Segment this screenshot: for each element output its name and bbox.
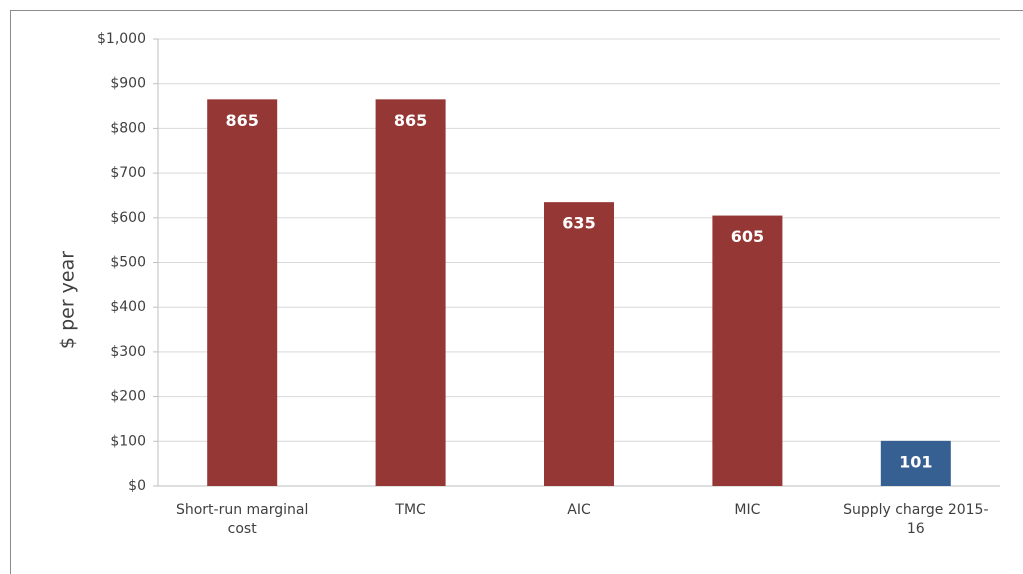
data-label: 635 — [562, 214, 595, 233]
y-tick-label: $100 — [110, 433, 146, 449]
bar — [880, 440, 951, 486]
y-tick-label: $600 — [110, 210, 146, 226]
bar — [712, 215, 783, 486]
y-axis-label: $ per year — [57, 251, 79, 349]
bar — [207, 99, 278, 486]
chart-frame — [10, 10, 1023, 574]
x-tick-label: TMC — [395, 502, 426, 518]
y-tick-label: $1,000 — [97, 31, 146, 47]
x-tick-label: MIC — [734, 502, 761, 518]
bar — [544, 202, 614, 486]
bar — [375, 99, 446, 486]
x-tick-label: AIC — [567, 502, 591, 518]
data-label: 605 — [731, 227, 764, 246]
y-tick-label: $700 — [110, 165, 146, 181]
data-label: 865 — [394, 111, 427, 130]
y-tick-label: $900 — [110, 76, 146, 92]
y-tick-label: $200 — [110, 389, 146, 405]
data-label: 865 — [225, 111, 258, 130]
y-tick-label: $400 — [110, 299, 146, 315]
y-tick-label: $800 — [110, 120, 146, 136]
data-label: 101 — [899, 452, 932, 471]
y-tick-label: $300 — [110, 344, 146, 360]
y-tick-label: $0 — [128, 478, 146, 494]
x-tick-label: Short-run marginal cost — [175, 502, 309, 537]
x-tick-label: Supply charge 2015-16 — [843, 502, 989, 537]
y-tick-label: $500 — [110, 255, 146, 271]
